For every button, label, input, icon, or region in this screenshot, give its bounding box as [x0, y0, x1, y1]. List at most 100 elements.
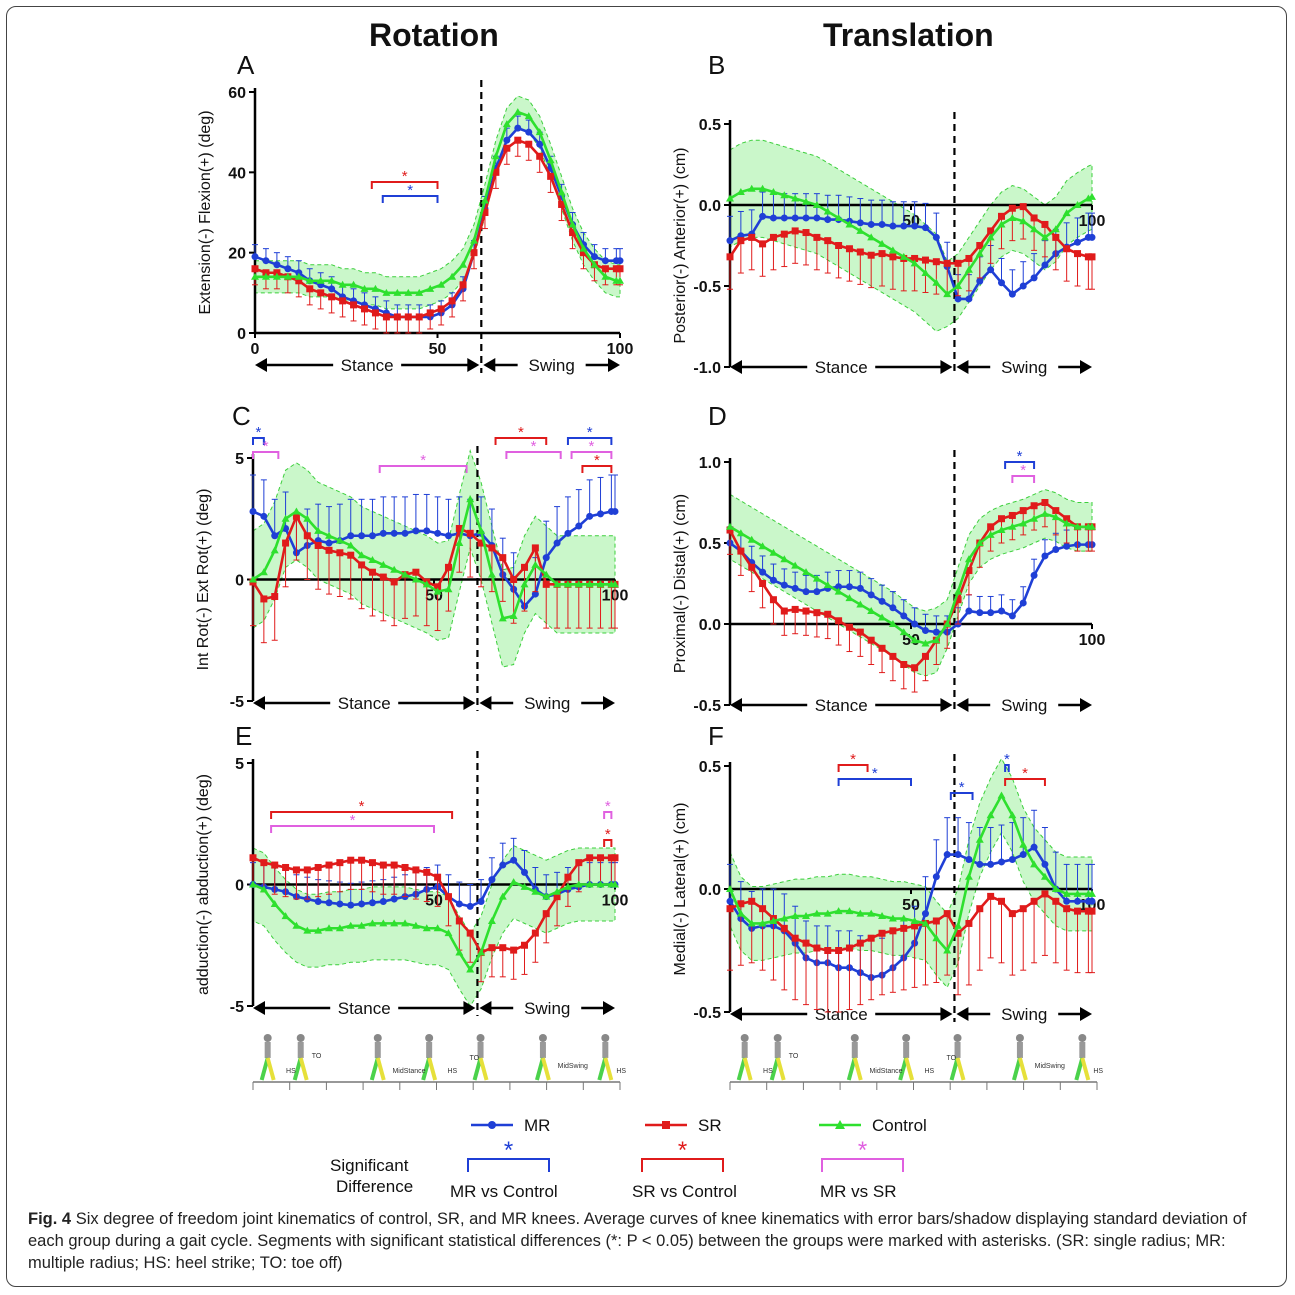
- point-sr: [616, 265, 624, 273]
- point-mr: [976, 860, 984, 868]
- gait-phase-label: MidStance: [392, 1068, 425, 1075]
- point-mr: [273, 261, 281, 269]
- point-sr: [612, 265, 620, 273]
- point-sr: [1008, 511, 1016, 519]
- significance-bracket: *: [1011, 462, 1036, 483]
- panel-label: F: [708, 721, 724, 751]
- point-control: [975, 835, 984, 843]
- point-control: [1062, 519, 1071, 527]
- swing-arrow-label-bg: [990, 694, 1059, 714]
- point-control: [390, 919, 399, 927]
- point-sr: [282, 863, 290, 871]
- point-control: [415, 288, 424, 296]
- point-control: [283, 272, 292, 280]
- point-sr: [358, 856, 366, 864]
- point-sr: [358, 561, 366, 569]
- point-sr: [488, 944, 496, 952]
- point-control: [812, 574, 821, 582]
- series-mr: [726, 526, 1096, 636]
- point-sr: [423, 868, 431, 876]
- legend-bracket: [641, 1158, 724, 1172]
- point-control: [1051, 225, 1060, 233]
- point-control: [758, 184, 767, 192]
- point-control: [338, 280, 347, 288]
- point-mr: [759, 212, 767, 220]
- point-control: [899, 252, 908, 260]
- swing-arrow-head-right: [1080, 698, 1092, 712]
- point-sr: [434, 873, 442, 881]
- point-mr: [1063, 897, 1071, 905]
- y-tick-label: 0: [235, 573, 244, 590]
- point-mr: [390, 529, 398, 537]
- point-mr: [824, 216, 832, 224]
- point-control: [726, 885, 734, 892]
- point-control: [791, 912, 800, 920]
- y-label-positive: Distal(+): [672, 526, 689, 590]
- point-sr: [260, 859, 268, 867]
- walker-leg-yellow: [541, 1057, 551, 1081]
- walker-head: [538, 1034, 547, 1042]
- point-control: [360, 284, 369, 292]
- point-control: [1040, 509, 1049, 517]
- point-mr: [542, 554, 550, 562]
- point-control: [574, 580, 583, 588]
- point-mr: [965, 295, 973, 303]
- bracket-line: [270, 811, 454, 819]
- translation-heading: Translation: [823, 17, 994, 53]
- walker-leg-yellow: [265, 1057, 276, 1081]
- point-control: [802, 568, 811, 576]
- point-control: [823, 581, 832, 589]
- bracket-line: [837, 778, 912, 786]
- point-control: [867, 233, 876, 241]
- point-sr: [1052, 233, 1060, 241]
- point-mr: [590, 253, 598, 261]
- point-sr: [878, 644, 886, 652]
- point-control: [845, 220, 854, 228]
- legend-sig-label: MR vs SR: [820, 1182, 897, 1201]
- significance-bracket: *: [378, 452, 468, 473]
- point-sr: [954, 929, 962, 937]
- legend-star: *: [678, 1137, 687, 1164]
- swing-arrow: Swing: [956, 694, 1092, 715]
- point-sr: [325, 861, 333, 869]
- point-control: [780, 914, 789, 922]
- point-sr: [998, 515, 1005, 523]
- point-sr: [379, 573, 387, 581]
- point-sr: [521, 941, 528, 949]
- point-control: [780, 555, 789, 563]
- point-mr: [1041, 552, 1049, 560]
- point-mr: [1008, 290, 1016, 298]
- series-sr: [251, 136, 624, 334]
- series-control: [249, 878, 619, 973]
- y-tick-label: 0.5: [699, 117, 721, 134]
- point-mr: [314, 898, 322, 906]
- point-mr: [911, 620, 919, 628]
- significance-bracket: *: [581, 452, 613, 473]
- point-mr: [379, 529, 387, 537]
- point-mr: [525, 128, 533, 136]
- point-mr: [726, 897, 734, 905]
- point-sr: [368, 568, 376, 576]
- point-control: [823, 909, 832, 917]
- legend-sig-label: SR vs Control: [632, 1182, 737, 1201]
- walker-leg-yellow: [904, 1057, 915, 1081]
- point-sr: [759, 905, 767, 913]
- point-sr: [813, 944, 821, 952]
- point-control: [747, 184, 756, 192]
- point-mr: [943, 851, 951, 859]
- point-sr: [889, 652, 897, 660]
- point-sr: [1008, 204, 1016, 212]
- point-control: [834, 213, 843, 221]
- bracket-line: [1004, 778, 1046, 786]
- point-control: [769, 548, 778, 556]
- bracket-line: [252, 437, 265, 445]
- y-label-unit: (deg): [197, 110, 214, 147]
- point-sr: [932, 258, 940, 266]
- point-sr: [759, 580, 767, 587]
- point-mr: [900, 222, 908, 230]
- bracket-line: [581, 465, 613, 473]
- point-mr: [510, 856, 518, 864]
- point-mr: [358, 900, 366, 908]
- point-control: [964, 265, 973, 273]
